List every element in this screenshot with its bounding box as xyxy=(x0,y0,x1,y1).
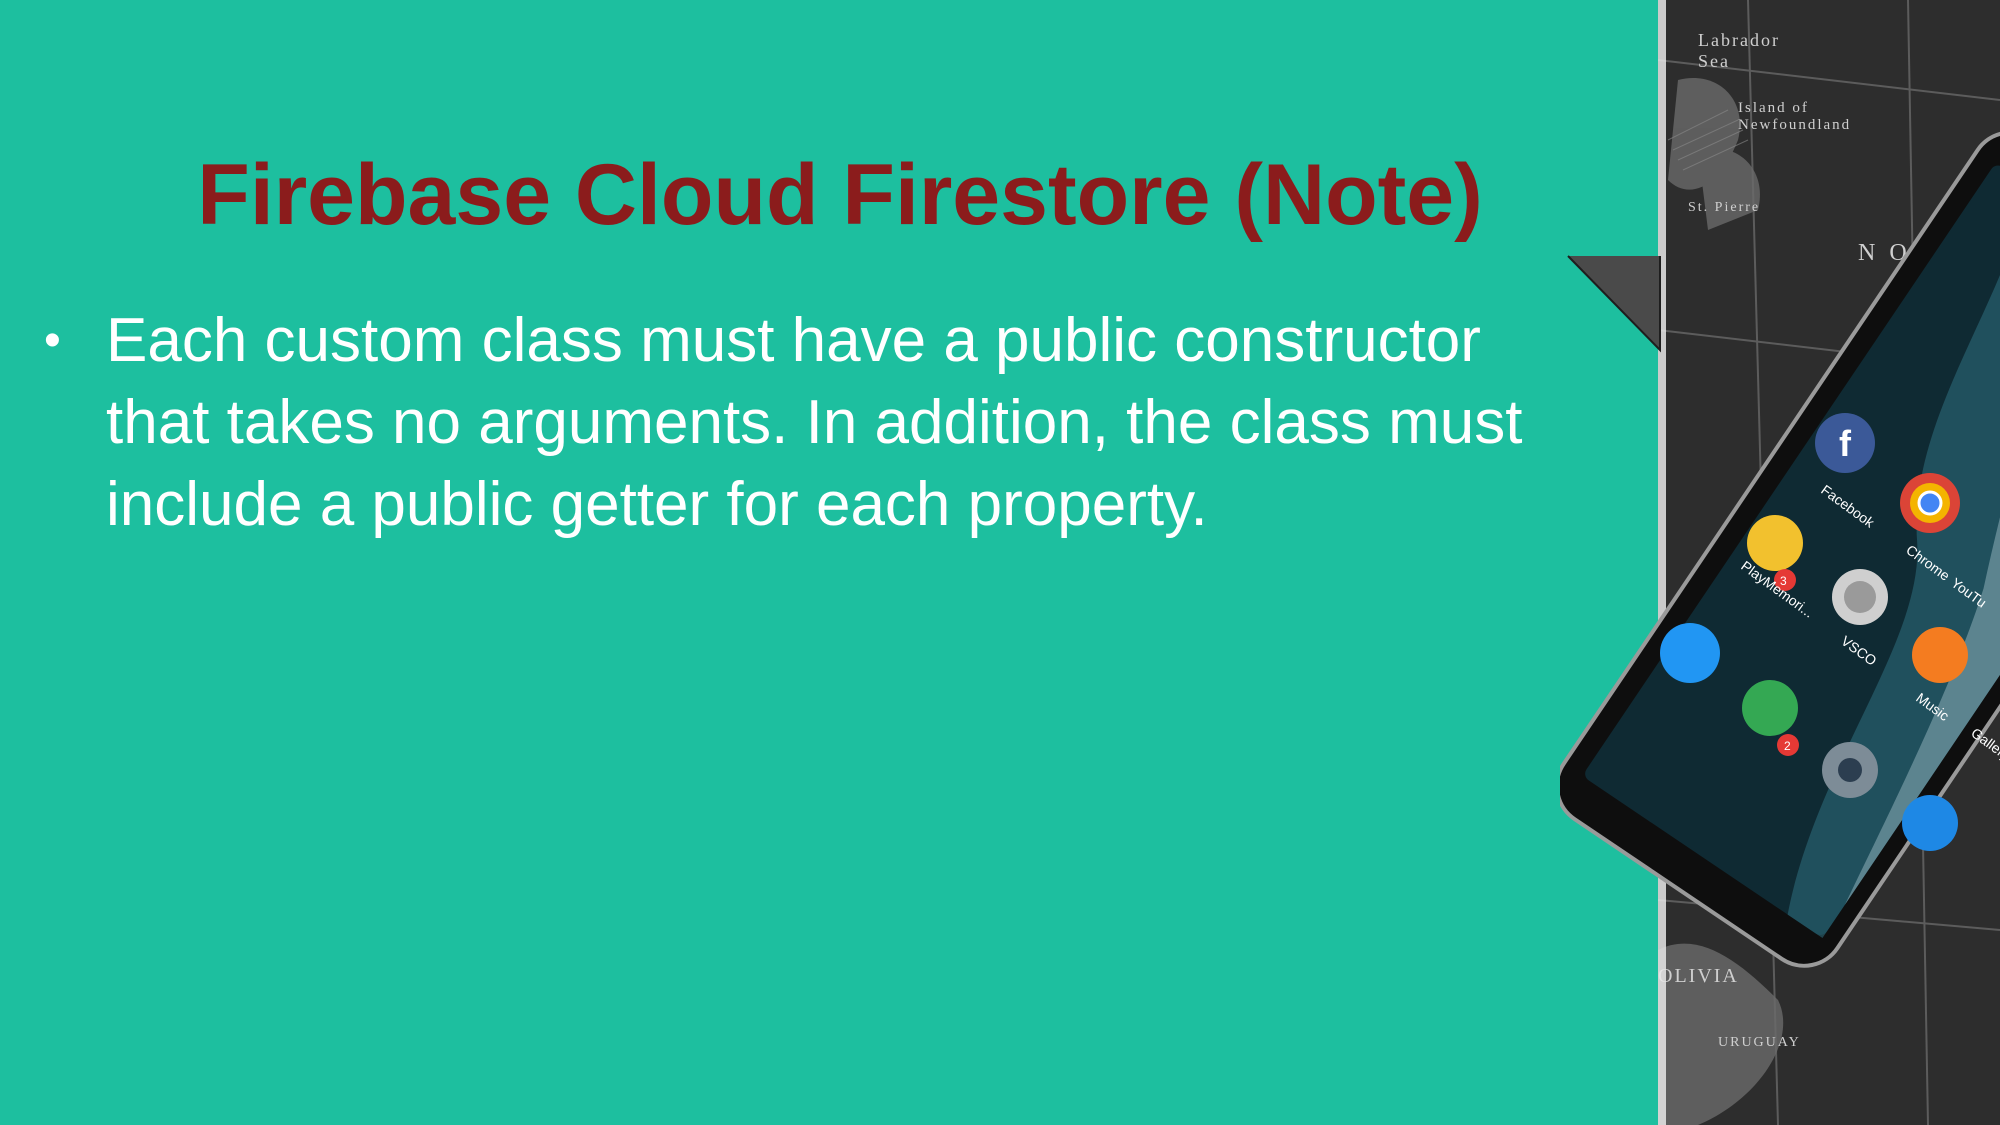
badge-count-2: 2 xyxy=(1784,739,1791,753)
map-edge xyxy=(1658,0,1666,1125)
badge-count-1: 3 xyxy=(1780,574,1787,588)
map-label-newfoundland: Island of Newfoundland xyxy=(1738,100,1852,133)
map-label-labrador: Labrador Sea xyxy=(1698,30,1780,71)
bullet-dot-icon: • xyxy=(44,314,61,367)
slide-title: Firebase Cloud Firestore (Note) xyxy=(197,147,1483,243)
app-icons: f xyxy=(1660,413,1968,851)
map-label-st-pierre: St. Pierre xyxy=(1688,200,1761,215)
map-label-uruguay: URUGUAY xyxy=(1718,1035,1801,1050)
map-label-olivia: OLIVIA xyxy=(1658,965,1739,987)
svg-text:f: f xyxy=(1839,423,1852,464)
decorative-side-image: Labrador Sea Island of Newfoundland St. … xyxy=(1560,0,2000,1125)
smartphone-icon: f Facebook Chrome PlayMemori... xyxy=(1560,130,2000,968)
bullet-text: Each custom class must have a public con… xyxy=(106,306,1523,539)
ribbon-tab-icon xyxy=(1567,255,1661,353)
map-label-no: NO xyxy=(1858,240,1921,266)
bullet-list: • Each custom class must have a public c… xyxy=(44,300,1574,546)
bullet-item: • Each custom class must have a public c… xyxy=(44,300,1574,546)
